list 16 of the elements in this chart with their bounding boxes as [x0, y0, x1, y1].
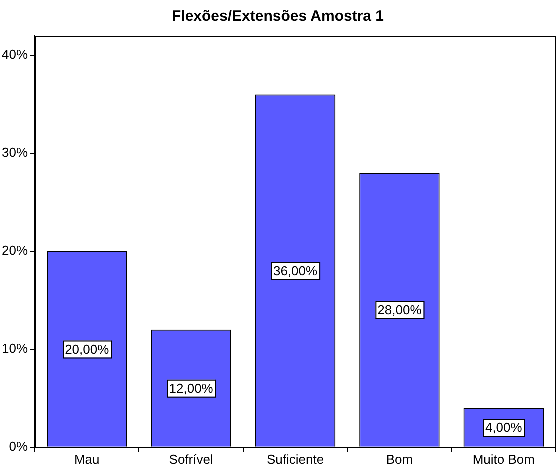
x-tick-label: Bom	[386, 452, 414, 467]
y-tick-label: 10%	[2, 341, 28, 356]
x-tick-label: Mau	[74, 452, 100, 467]
data-label: 4,00%	[485, 420, 523, 436]
x-tick-label: Sofrível	[169, 452, 214, 467]
y-tick-label: 40%	[2, 47, 28, 62]
chart-title: Flexões/Extensões Amostra 1	[172, 8, 384, 26]
x-tick-label: Muito Bom	[472, 452, 535, 467]
data-label: 28,00%	[378, 302, 422, 318]
data-label: 12,00%	[169, 380, 214, 396]
x-tick-label: Suficiente	[266, 452, 324, 467]
data-label: 20,00%	[65, 342, 110, 357]
y-tick-label: 20%	[2, 243, 28, 258]
y-tick-label: 30%	[2, 145, 28, 160]
y-tick-label: 0%	[9, 438, 28, 454]
data-label: 36,00%	[273, 263, 318, 278]
